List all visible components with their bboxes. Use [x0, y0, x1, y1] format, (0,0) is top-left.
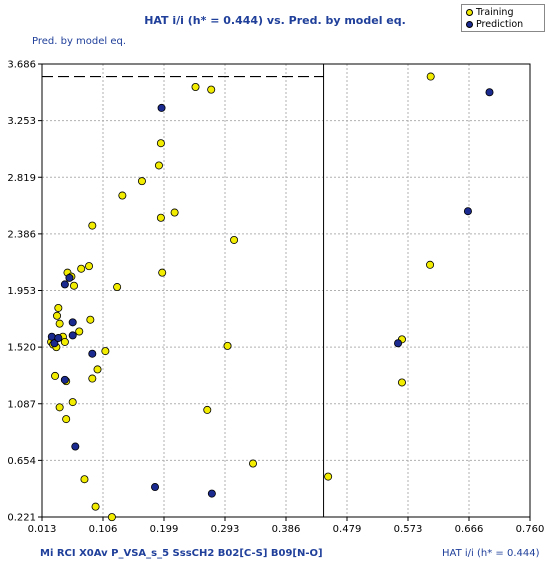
grid-lines: [42, 64, 530, 517]
prediction-point: [71, 442, 80, 451]
training-point: [156, 213, 165, 222]
y-tick-label: 1.953: [7, 286, 36, 297]
training-point: [75, 327, 84, 336]
training-point: [156, 139, 165, 148]
training-point: [426, 72, 435, 81]
x-axis-title: HAT i/i (h* = 0.444): [442, 548, 540, 559]
training-point: [85, 262, 94, 271]
legend-marker-prediction: [466, 20, 473, 28]
legend-label-training: Training: [476, 6, 514, 18]
prediction-point: [65, 273, 74, 282]
training-point: [68, 398, 77, 407]
training-point: [158, 268, 167, 277]
chart-title: HAT i/i (h* = 0.444) vs. Pred. by model …: [144, 14, 406, 27]
x-tick-label: 0.199: [150, 524, 179, 535]
x-tick-label: 0.666: [455, 524, 484, 535]
y-tick-label: 0.654: [7, 456, 36, 467]
prediction-point: [68, 331, 77, 340]
legend: Training Prediction: [461, 4, 545, 32]
training-point: [93, 365, 102, 374]
prediction-point: [88, 349, 97, 358]
descriptor-caption: Mi RCI X0Av P_VSA_s_5 SssCH2 B02[C-S] B0…: [40, 548, 323, 559]
y-tick-label: 1.520: [7, 343, 36, 354]
training-point: [86, 315, 95, 324]
training-point: [80, 475, 89, 484]
prediction-point: [60, 280, 69, 289]
legend-item-training: Training: [466, 6, 514, 18]
training-point: [154, 161, 163, 170]
prediction-point: [151, 483, 160, 492]
training-point: [107, 513, 116, 522]
x-tick-label: 0.573: [394, 524, 423, 535]
training-point: [54, 303, 63, 312]
x-tick-label: 0.760: [516, 524, 545, 535]
y-tick-label: 1.087: [7, 399, 36, 410]
prediction-point: [68, 318, 77, 327]
y-tick-label: 3.686: [7, 60, 36, 71]
training-point: [51, 371, 60, 380]
training-point: [88, 374, 97, 383]
training-point: [62, 415, 71, 424]
y-tick-label: 0.221: [7, 513, 36, 524]
training-point: [191, 83, 200, 92]
training-point: [324, 472, 333, 481]
threshold-lines: [42, 64, 325, 517]
training-point: [55, 319, 64, 328]
x-tick-label: 0.293: [211, 524, 240, 535]
legend-label-prediction: Prediction: [476, 18, 524, 30]
training-point: [53, 311, 62, 320]
prediction-point: [394, 339, 403, 348]
prediction-point: [463, 207, 472, 216]
prediction-point: [485, 88, 494, 97]
training-point: [170, 208, 179, 217]
x-tick-label: 0.479: [333, 524, 362, 535]
training-point: [397, 378, 406, 387]
prediction-point: [207, 489, 216, 498]
training-point: [70, 281, 79, 290]
training-point: [426, 260, 435, 269]
training-point: [55, 403, 64, 412]
training-point: [60, 337, 69, 346]
axis-ticks: 0.013 0.106 0.199 0.293 0.386 0.479 0.573 0.666…: [7, 60, 544, 536]
y-tick-label: 2.819: [7, 173, 36, 184]
x-tick-label: 0.386: [272, 524, 301, 535]
x-tick-label: 0.106: [89, 524, 118, 535]
training-point: [137, 177, 146, 186]
training-point: [77, 264, 86, 273]
y-tick-label: 2.386: [7, 229, 36, 240]
legend-marker-training: [466, 8, 473, 16]
training-point: [203, 405, 212, 414]
y-axis-title: Pred. by model eq.: [32, 36, 127, 47]
training-point: [207, 85, 216, 94]
prediction-point: [50, 339, 59, 348]
training-point: [230, 235, 239, 244]
prediction-point: [60, 375, 69, 384]
training-point: [118, 191, 127, 200]
training-point: [88, 221, 97, 230]
prediction-point: [157, 103, 166, 112]
training-point: [113, 283, 122, 292]
training-point: [91, 502, 100, 511]
training-point: [223, 341, 232, 350]
y-tick-label: 3.253: [7, 116, 36, 127]
legend-item-prediction: Prediction: [466, 18, 523, 30]
training-point: [101, 347, 110, 356]
data-points: [47, 72, 494, 522]
training-point: [249, 459, 258, 468]
x-tick-label: 0.013: [28, 524, 57, 535]
prediction-point: [54, 334, 63, 343]
prediction-point: [47, 332, 56, 341]
